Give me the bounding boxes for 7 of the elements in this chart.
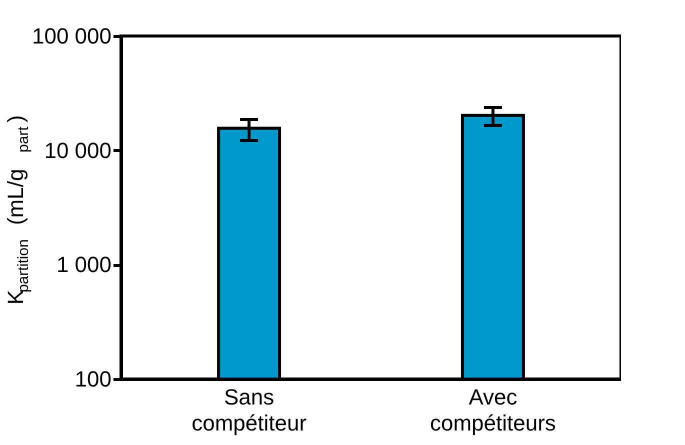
x-tick-label: Avec compétiteurs [430, 384, 556, 436]
y-tick-label: 10 000 [44, 138, 112, 163]
x-tick-label: Sans compétiteur [192, 384, 307, 436]
y-tick-label: 1 000 [56, 252, 112, 278]
y-axis-title: Kpartition (mL/gpart) [3, 115, 32, 305]
y-tick-label: 100 [74, 366, 112, 392]
y-tick-label: 100 000 [32, 24, 112, 48]
